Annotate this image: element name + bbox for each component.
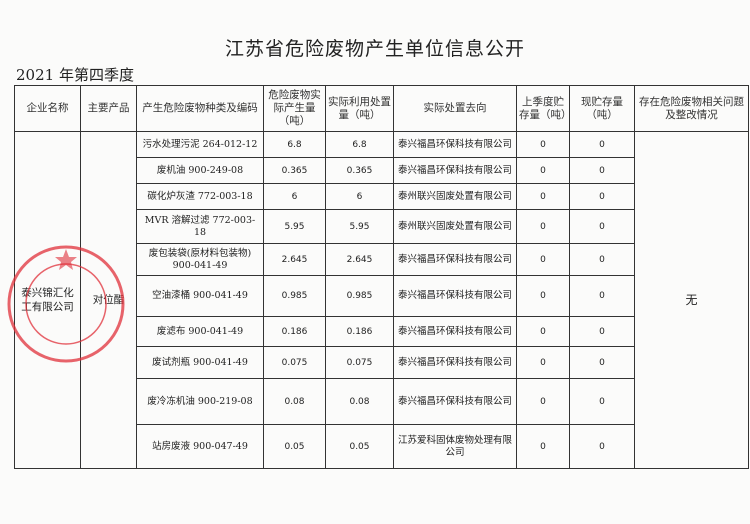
current-storage-cell: 0	[569, 183, 635, 210]
disposed-amount-cell: 0.05	[325, 424, 394, 469]
disposed-amount-cell: 0.985	[325, 275, 394, 317]
disposal-destination-cell: 泰兴福昌环保科技有限公司	[393, 157, 517, 184]
current-storage-cell: 0	[569, 346, 635, 379]
quarter-label: 2021 年第四季度	[16, 66, 134, 84]
current-storage-cell: 0	[569, 157, 635, 184]
waste-type-cell: 废机油 900-249-08	[136, 157, 264, 184]
generated-amount-cell: 0.075	[263, 346, 326, 379]
previous-storage-cell: 0	[516, 378, 570, 425]
disposed-amount-cell: 5.95	[325, 209, 394, 244]
document-title: 江苏省危险废物产生单位信息公开	[224, 38, 525, 60]
generated-amount-cell: 0.05	[263, 424, 326, 469]
disposed-amount-cell: 6.8	[325, 131, 394, 158]
previous-storage-cell: 0	[516, 275, 570, 317]
table-row: 空油漆桶 900-041-49 0.985 0.985 泰兴福昌环保科技有限公司 0 0	[15, 275, 749, 317]
previous-storage-cell: 0	[516, 346, 570, 379]
generated-amount-cell: 0.08	[263, 378, 326, 425]
header-row: 企业名称 主要产品 产生危险废物种类及编码 危险废物实际产生量（吨） 实际利用处置量（吨…	[14, 85, 749, 132]
current-storage-cell: 0	[569, 378, 635, 425]
disposed-amount-cell: 0.365	[325, 157, 394, 184]
column-header: 危险废物实际产生量（吨）	[263, 85, 326, 132]
table-row: 废试剂瓶 900-041-49 0.075 0.075 泰兴福昌环保科技有限公司 0 0	[15, 346, 749, 379]
table-row: 废滤布 900-041-49 0.186 0.186 泰兴福昌环保科技有限公司 0 0	[15, 316, 749, 347]
disposal-destination-cell: 泰兴福昌环保科技有限公司	[393, 275, 517, 317]
previous-storage-cell: 0	[516, 209, 570, 244]
generated-amount-cell: 0.365	[263, 157, 326, 184]
waste-type-cell: 碳化炉灰渣 772-003-18	[136, 183, 264, 210]
company-name-cell: 泰兴锦汇化工有限公司	[14, 131, 81, 469]
previous-storage-cell: 0	[516, 157, 570, 184]
hazardous-waste-table: 企业名称 主要产品 产生危险废物种类及编码 危险废物实际产生量（吨） 实际利用处置量（吨…	[14, 85, 749, 469]
disposal-destination-cell: 泰兴福昌环保科技有限公司	[393, 131, 517, 158]
generated-amount-cell: 0.985	[263, 275, 326, 317]
main-product-cell: 对位酯	[80, 131, 137, 469]
disposed-amount-cell: 6	[325, 183, 394, 210]
previous-storage-cell: 0	[516, 424, 570, 469]
waste-type-cell: MVR 溶解过滤 772-003-18	[136, 209, 264, 244]
column-header: 上季度贮存量（吨）	[516, 85, 570, 132]
current-storage-cell: 0	[569, 131, 635, 158]
column-header: 产生危险废物种类及编码	[136, 85, 264, 132]
waste-type-cell: 站房废液 900-047-49	[136, 424, 264, 469]
current-storage-cell: 0	[569, 316, 635, 347]
generated-amount-cell: 2.645	[263, 243, 326, 276]
current-storage-cell: 0	[569, 424, 635, 469]
disposal-destination-cell: 泰州联兴固废处置有限公司	[393, 183, 517, 210]
column-header: 主要产品	[80, 85, 137, 132]
current-storage-cell: 0	[569, 275, 635, 317]
disposed-amount-cell: 2.645	[325, 243, 394, 276]
previous-storage-cell: 0	[516, 243, 570, 276]
disposal-destination-cell: 泰兴福昌环保科技有限公司	[393, 346, 517, 379]
current-storage-cell: 0	[569, 209, 635, 244]
disposal-destination-cell: 泰兴福昌环保科技有限公司	[393, 316, 517, 347]
disposed-amount-cell: 0.075	[325, 346, 394, 379]
current-storage-cell: 0	[569, 243, 635, 276]
column-header: 实际处置去向	[393, 85, 517, 132]
waste-type-cell: 废包装袋(原材料包装物) 900-041-49	[136, 243, 264, 276]
waste-type-cell: 污水处理污泥 264-012-12	[136, 131, 264, 158]
column-header: 存在危险废物相关问题及整改情况	[634, 85, 749, 132]
previous-storage-cell: 0	[516, 131, 570, 158]
issues-cell: 无	[634, 131, 749, 469]
table-row: 泰兴锦汇化工有限公司 对位酯 污水处理污泥 264-012-12 6.8 6.8 泰兴福昌…	[14, 131, 749, 469]
disposal-destination-cell: 泰兴福昌环保科技有限公司	[393, 378, 517, 425]
disposed-amount-cell: 0.08	[325, 378, 394, 425]
waste-type-cell: 空油漆桶 900-041-49	[136, 275, 264, 317]
generated-amount-cell: 5.95	[263, 209, 326, 244]
generated-amount-cell: 6.8	[263, 131, 326, 158]
waste-type-cell: 废试剂瓶 900-041-49	[136, 346, 264, 379]
column-header: 实际利用处置量（吨）	[325, 85, 394, 132]
generated-amount-cell: 0.186	[263, 316, 326, 347]
table-row: 废机油 900-249-08 0.365 0.365 泰兴福昌环保科技有限公司 0 0	[15, 157, 749, 184]
table-row: MVR 溶解过滤 772-003-18 5.95 5.95 泰州联兴固废处置有限公司 0…	[15, 209, 749, 244]
disposal-destination-cell: 泰州联兴固废处置有限公司	[393, 209, 517, 244]
disposal-destination-cell: 泰兴福昌环保科技有限公司	[393, 243, 517, 276]
disposal-destination-cell: 江苏爱科固体废物处理有限公司	[393, 424, 517, 469]
generated-amount-cell: 6	[263, 183, 326, 210]
previous-storage-cell: 0	[516, 316, 570, 347]
column-header: 企业名称	[14, 85, 81, 132]
waste-type-cell: 废冷冻机油 900-219-08	[136, 378, 264, 425]
previous-storage-cell: 0	[516, 183, 570, 210]
waste-type-cell: 废滤布 900-041-49	[136, 316, 264, 347]
column-header: 现贮存量（吨）	[569, 85, 635, 132]
disposed-amount-cell: 0.186	[325, 316, 394, 347]
table-row: 站房废液 900-047-49 0.05 0.05 江苏爱科固体废物处理有限公司 0 0	[15, 424, 749, 469]
